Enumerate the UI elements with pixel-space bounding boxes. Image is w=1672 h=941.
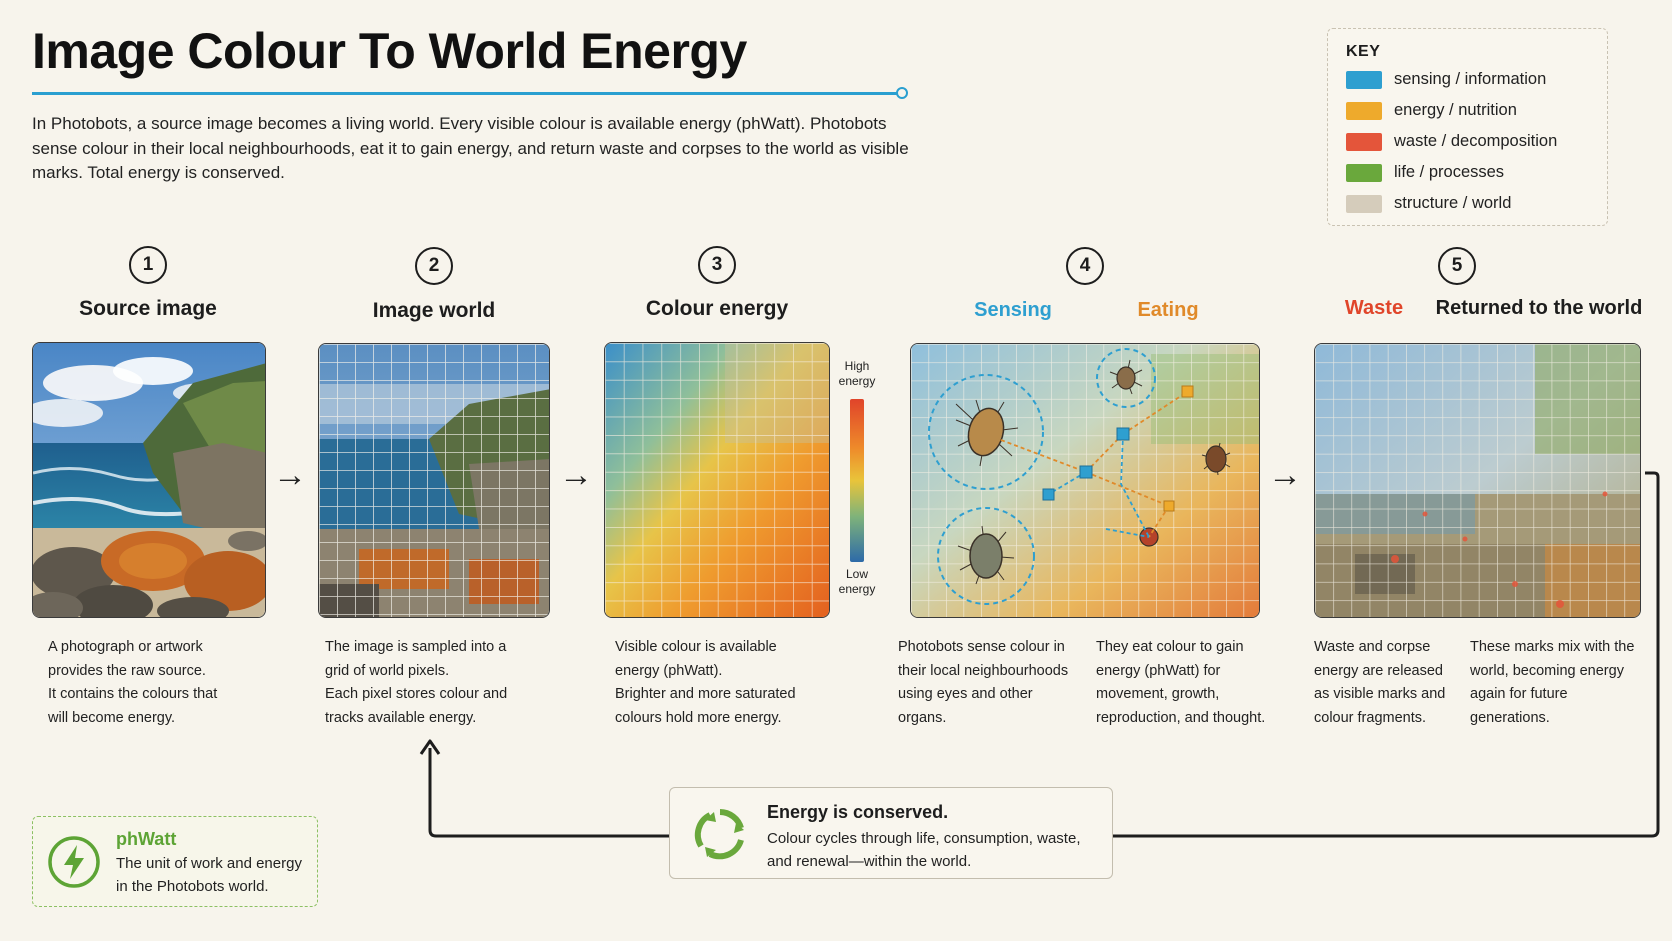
desc-line: colour fragments. [1314, 709, 1427, 726]
desc-line: world, becoming energy [1470, 662, 1624, 679]
scale-low-label: Low energy [831, 567, 883, 597]
page-title: Image Colour To World Energy [32, 23, 747, 79]
step-2-number: 2 [415, 247, 453, 285]
intro-text: In Photobots, a source image becomes a l… [32, 114, 909, 182]
step-5-title-returned: Returned to the world [1435, 297, 1643, 319]
energy-conserved-box: Energy is conserved. Colour cycles throu… [669, 787, 1113, 879]
desc-line: They eat colour to gain [1096, 639, 1244, 655]
image-world-illustration [319, 344, 549, 617]
colour-energy-illustration [605, 343, 829, 617]
arrow-right-3-icon: → [1268, 456, 1302, 494]
desc-line: as visible marks and [1314, 686, 1446, 702]
key-item-energy: energy / nutrition [1346, 101, 1517, 120]
desc-line: will become energy. [48, 709, 176, 726]
sensing-eating-illustration [911, 344, 1259, 617]
key-label: sensing / information [1394, 70, 1547, 88]
energy-scale-bar [850, 399, 864, 562]
arrow-right-1-icon: → [273, 456, 307, 494]
key-label: energy / nutrition [1394, 101, 1517, 119]
desc-line: tracks available energy. [325, 709, 477, 726]
desc-line: Waste and corpse [1314, 639, 1431, 655]
desc-line: Brighter and more saturated [615, 686, 796, 702]
desc-line: Each pixel stores colour and [325, 686, 508, 702]
energy-conserved-text: Colour cycles through life, consumption,… [767, 830, 1081, 870]
key-item-waste: waste / decomposition [1346, 132, 1557, 151]
step-4-title-eating: Eating [1137, 299, 1199, 321]
colour-energy-panel [604, 342, 830, 618]
step-1-title: Source image [79, 297, 217, 320]
step-1-description: A photograph or artwork provides the raw… [48, 636, 268, 730]
scale-low-line2: energy [838, 582, 876, 596]
phwatt-title: phWatt [116, 829, 177, 849]
recycle-icon [694, 809, 744, 860]
key-swatch [1346, 132, 1382, 151]
key-label: life / processes [1394, 163, 1505, 181]
step-5-waste-description: Waste and corpse energy are released as … [1314, 636, 1464, 730]
desc-line: It contains the colours that [48, 686, 218, 702]
returned-world-panel [1314, 343, 1641, 618]
step-2-description: The image is sampled into a grid of worl… [325, 636, 555, 730]
source-image-illustration [33, 343, 265, 617]
scale-low-line1: Low [845, 567, 868, 581]
step-3-number: 3 [698, 246, 736, 284]
step-3-description: Visible colour is available energy (phWa… [615, 636, 845, 730]
desc-line: colours hold more energy. [615, 709, 782, 726]
desc-line: movement, growth, [1096, 686, 1220, 702]
title-underline-dot [896, 87, 908, 99]
key-legend: KEY sensing / information energy / nutri… [1327, 28, 1608, 226]
desc-line: generations. [1470, 709, 1550, 726]
step-5-returned-description: These marks mix with the world, becoming… [1470, 636, 1650, 730]
desc-line: energy (phWatt) for [1096, 662, 1221, 679]
desc-line: energy are released [1314, 662, 1443, 679]
phwatt-text: The unit of work and energy in the Photo… [116, 855, 302, 895]
key-item-sensing: sensing / information [1346, 70, 1546, 89]
desc-line: Visible colour is available [615, 639, 777, 655]
step-4-eating-description: They eat colour to gain energy (phWatt) … [1096, 636, 1296, 730]
step-4-sensing-description: Photobots sense colour in their local ne… [898, 636, 1088, 730]
desc-line: These marks mix with the [1470, 639, 1635, 655]
scale-high-line1: High [844, 359, 870, 373]
arrow-right-2-icon: → [559, 456, 593, 494]
desc-line: their local neighbourhoods [898, 662, 1069, 679]
key-item-life: life / processes [1346, 163, 1504, 182]
key-title: KEY [1346, 43, 1381, 60]
key-swatch [1346, 70, 1382, 89]
key-label: waste / decomposition [1394, 132, 1558, 150]
scale-high-line2: energy [838, 374, 876, 388]
step-4-title-sensing: Sensing [974, 299, 1052, 321]
desc-line: grid of world pixels. [325, 662, 450, 679]
step-2-title: Image world [372, 299, 496, 322]
key-item-structure: structure / world [1346, 194, 1511, 213]
lightning-bolt-icon [48, 836, 100, 888]
desc-line: Photobots sense colour in [898, 639, 1065, 655]
phwatt-definition-box: phWatt The unit of work and energy in th… [32, 816, 318, 907]
desc-line: provides the raw source. [48, 662, 206, 679]
step-4-number: 4 [1066, 247, 1104, 285]
step-5-title-waste: Waste [1344, 297, 1404, 319]
scale-high-label: High energy [831, 359, 883, 389]
desc-line: organs. [898, 709, 947, 726]
title-underline [32, 92, 900, 95]
image-world-panel [318, 343, 550, 618]
step-1-number: 1 [129, 246, 167, 284]
key-swatch [1346, 163, 1382, 182]
returned-world-illustration [1315, 344, 1640, 617]
step-3-title: Colour energy [645, 297, 789, 320]
source-image-panel [32, 342, 266, 618]
key-swatch [1346, 194, 1382, 213]
key-label: structure / world [1394, 194, 1512, 212]
desc-line: energy (phWatt). [615, 662, 723, 679]
desc-line: using eyes and other [898, 686, 1033, 702]
desc-line: reproduction, and thought. [1096, 709, 1266, 726]
key-swatch [1346, 101, 1382, 120]
step-5-number: 5 [1438, 247, 1476, 285]
desc-line: A photograph or artwork [48, 639, 203, 655]
energy-conserved-title: Energy is conserved. [767, 802, 949, 822]
desc-line: again for future [1470, 686, 1568, 702]
desc-line: The image is sampled into a [325, 639, 507, 655]
sensing-eating-panel [910, 343, 1260, 618]
